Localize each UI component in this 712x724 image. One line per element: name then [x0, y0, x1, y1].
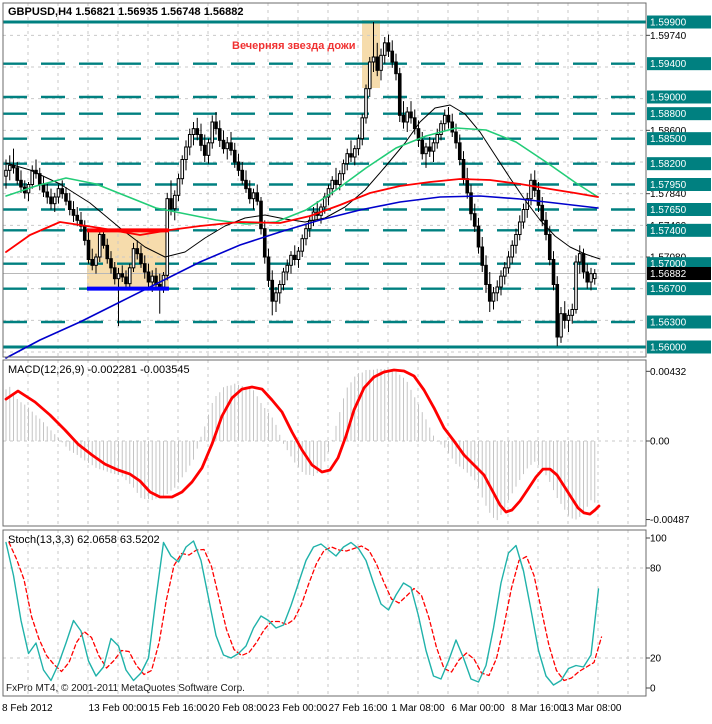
- level-price-chip: 1.57650: [650, 205, 687, 216]
- level-price-chip-bg: [647, 90, 711, 104]
- level-price-chip: 1.59000: [650, 93, 687, 104]
- stoch-axis-mask: [647, 528, 712, 698]
- time-axis-label: 27 Feb 16:00: [328, 703, 388, 714]
- stoch-axis-labels: 100 80 20 0: [646, 534, 667, 695]
- level-price-chip: 1.59400: [650, 59, 687, 70]
- level-price-chip-bg: [647, 157, 711, 171]
- price-tick-label: 1.59740: [650, 31, 687, 42]
- platform-watermark: FxPro MT4, © 2001-2011 MetaQuotes Softwa…: [6, 683, 245, 694]
- current-price-chip-bg: [647, 267, 711, 280]
- macd-panel[interactable]: 0.00432 0.00 -0.00487: [0, 358, 712, 528]
- macd-header: MACD(12,26,9) -0.002281 -0.003545: [8, 364, 190, 376]
- level-price-chip: 1.57400: [650, 226, 687, 237]
- level-price-chip-bg: [647, 57, 711, 71]
- time-axis-label: 13 Mar 08:00: [562, 703, 622, 714]
- main-plot-bg: [3, 3, 646, 357]
- stoch-tick-label: 20: [650, 654, 662, 665]
- evening-star-annotation: Вечерняя звезда дожи: [232, 40, 356, 52]
- macd-axis-labels: 0.00432 0.00 -0.00487: [646, 367, 690, 526]
- stoch-panel-border: [2, 529, 647, 697]
- stoch-header: Stoch(13,3,3) 62.0658 63.5202: [8, 534, 160, 546]
- level-price-chip-bg: [647, 203, 711, 216]
- level-price-chip-bg: [647, 15, 711, 29]
- main-grid: [3, 3, 646, 357]
- level-price-chip: 1.58500: [650, 134, 687, 145]
- time-axis-label: 1 Mar 08:00: [391, 703, 445, 714]
- price-tick-label: 1.57840: [650, 189, 687, 200]
- level-price-chip-bg: [647, 223, 711, 237]
- time-axis-label: 8 Feb 2012: [2, 703, 53, 714]
- macd-axis-mask: [647, 358, 712, 528]
- stoch-plot-bg: [3, 530, 646, 696]
- support-resistance-lines: [3, 20, 646, 349]
- level-price-chip: 1.58200: [650, 159, 687, 170]
- time-axis-label: 8 Mar 16:00: [511, 703, 565, 714]
- stoch-tick-label: 100: [650, 534, 667, 545]
- level-price-chip: 1.59900: [650, 18, 687, 29]
- main-price-panel[interactable]: 1.597401.586001.578401.574601.570801.599…: [0, 0, 712, 360]
- price-axis-labels: 1.597401.586001.578401.574601.570801.599…: [646, 15, 711, 354]
- chart-title: GBPUSD,H4 1.56821 1.56935 1.56748 1.5688…: [8, 6, 244, 18]
- level-price-chip: 1.56000: [650, 343, 687, 354]
- level-price-chip-bg: [647, 107, 711, 121]
- time-axis-label: 23 Feb 00:00: [268, 703, 328, 714]
- macd-grid: [3, 360, 646, 526]
- level-price-chip: 1.56700: [650, 284, 687, 295]
- level-price-chip-bg: [647, 257, 711, 271]
- evening-star-band: [362, 20, 380, 88]
- stoch-tick-label: 0: [650, 684, 656, 695]
- macd-panel-border: [2, 359, 647, 527]
- price-tick-label: 1.58600: [650, 126, 687, 137]
- main-panel-border: [2, 2, 647, 358]
- time-axis-label: 15 Feb 16:00: [148, 703, 208, 714]
- macd-tick-label: -0.00487: [650, 515, 690, 526]
- stochastic-panel[interactable]: 100 80 20 0: [0, 528, 712, 698]
- level-price-chip-bg: [647, 178, 711, 191]
- level-price-chip-bg: [647, 282, 711, 296]
- current-price-chip: 1.56882: [650, 269, 687, 280]
- macd-tick-label: 0.00432: [650, 367, 687, 378]
- time-axis-label: 20 Feb 08:00: [208, 703, 268, 714]
- time-axis-label: 13 Feb 00:00: [88, 703, 148, 714]
- level-price-chip: 1.57950: [650, 180, 687, 191]
- stoch-signal-line: [8, 541, 603, 682]
- level-price-chip: 1.58800: [650, 109, 687, 120]
- stoch-main-line: [5, 540, 600, 686]
- macd-signal-line: [4, 368, 601, 516]
- level-price-chip: 1.57000: [650, 259, 687, 270]
- level-price-chip-bg: [647, 340, 711, 354]
- macd-tick-label: 0.00: [650, 437, 670, 448]
- level-price-chip-bg: [647, 315, 711, 329]
- macd-histogram: [5, 368, 596, 521]
- ma-green-line: [5, 127, 599, 225]
- level-price-chip-bg: [647, 132, 711, 146]
- time-axis-label: 6 Mar 00:00: [451, 703, 505, 714]
- level-price-chip: 1.56300: [650, 318, 687, 329]
- ma-blue-line: [5, 195, 599, 359]
- stoch-grid: [3, 530, 646, 696]
- stoch-tick-label: 80: [650, 564, 662, 575]
